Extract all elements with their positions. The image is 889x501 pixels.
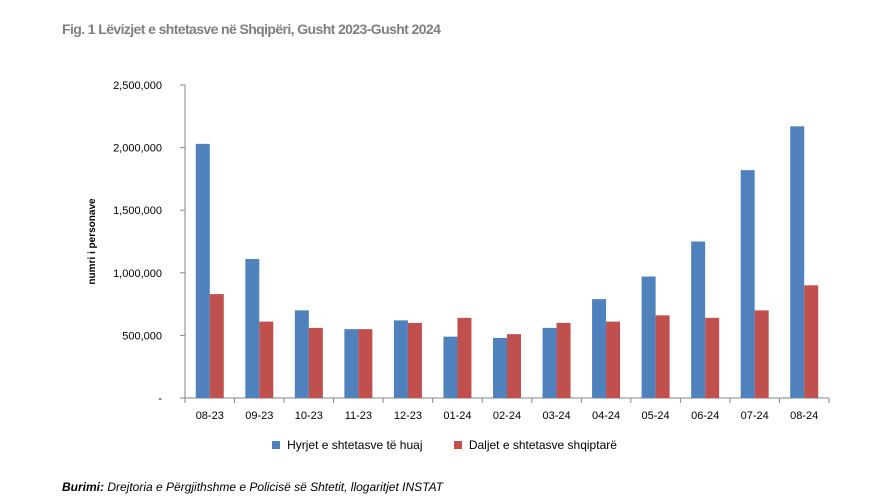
bar-arrivals-12-23 bbox=[393, 320, 408, 398]
legend-item-departures: Daljet e shtetasve shqiptarë bbox=[453, 438, 617, 452]
bar-arrivals-08-23 bbox=[195, 143, 210, 398]
bar-arrivals-04-24 bbox=[592, 299, 607, 398]
bar-departures-06-24 bbox=[705, 317, 720, 398]
bar-arrivals-08-24 bbox=[790, 126, 805, 398]
bar-departures-08-23 bbox=[209, 294, 224, 398]
x-tick-label: 02-24 bbox=[493, 410, 521, 422]
bar-departures-05-24 bbox=[655, 315, 670, 398]
bar-departures-12-23 bbox=[407, 322, 422, 398]
x-tick-label: 08-23 bbox=[196, 410, 224, 422]
bar-departures-02-24 bbox=[507, 334, 521, 398]
x-tick-label: 10-23 bbox=[295, 410, 323, 422]
y-tick-label: 1,500,000 bbox=[113, 205, 162, 217]
x-tick-label: 09-23 bbox=[245, 410, 273, 422]
bar-arrivals-03-24 bbox=[542, 327, 557, 398]
bar-arrivals-05-24 bbox=[641, 276, 656, 398]
y-tick-label: 2,500,000 bbox=[113, 80, 162, 92]
legend-swatch-departures bbox=[453, 441, 462, 449]
y-axis-label: numri i personave bbox=[87, 198, 98, 285]
source-note: Burimi: Drejtoria e Përgjithshme e Polic… bbox=[62, 480, 443, 494]
bar-departures-03-24 bbox=[556, 322, 571, 398]
y-tick-label: 1,000,000 bbox=[113, 268, 162, 280]
x-tick-label: 11-23 bbox=[345, 410, 372, 422]
x-tick-label: 05-24 bbox=[642, 410, 670, 422]
x-tick-label: 01-24 bbox=[443, 410, 471, 422]
bar-departures-11-23 bbox=[358, 329, 373, 398]
bar-arrivals-07-24 bbox=[740, 170, 755, 398]
x-tick-label: 12-23 bbox=[394, 410, 422, 422]
x-tick-label: 06-24 bbox=[691, 410, 719, 422]
y-tick-label: 2,000,000 bbox=[113, 143, 162, 155]
legend: Hyrjet e shtetasve të huaj Daljet e shte… bbox=[0, 438, 889, 452]
source-text: Drejtoria e Përgjithshme e Policisë së S… bbox=[104, 480, 444, 494]
bar-arrivals-10-23 bbox=[294, 310, 309, 398]
legend-label-departures: Daljet e shtetasve shqiptarë bbox=[468, 438, 617, 452]
bar-arrivals-01-24 bbox=[443, 336, 458, 398]
x-tick-label: 07-24 bbox=[741, 410, 769, 422]
bar-arrivals-11-23 bbox=[344, 329, 359, 398]
legend-label-arrivals: Hyrjet e shtetasve të huaj bbox=[287, 438, 423, 452]
bar-departures-09-23 bbox=[259, 321, 274, 398]
bar-chart: - 500,000 1,000,000 1,500,000 2,000,000 2,500… bbox=[87, 80, 830, 422]
x-tick-label: 08-24 bbox=[790, 410, 818, 422]
bar-departures-08-24 bbox=[804, 285, 819, 398]
x-tick-label: 04-24 bbox=[592, 410, 620, 422]
bar-departures-01-24 bbox=[457, 317, 472, 398]
bar-departures-07-24 bbox=[754, 310, 769, 398]
legend-item-arrivals: Hyrjet e shtetasve të huaj bbox=[272, 438, 422, 452]
x-tick-label: 03-24 bbox=[542, 410, 570, 422]
bar-departures-04-24 bbox=[606, 321, 621, 398]
y-tick-label: - bbox=[158, 393, 162, 405]
y-tick-label: 500,000 bbox=[122, 330, 162, 342]
legend-swatch-arrivals bbox=[272, 441, 281, 449]
bar-departures-10-23 bbox=[308, 327, 323, 398]
source-label: Burimi: bbox=[62, 480, 104, 494]
bar-arrivals-02-24 bbox=[493, 337, 507, 398]
figure-title: Fig. 1 Lëvizjet e shtetasve në Shqipëri,… bbox=[62, 21, 441, 37]
bar-arrivals-06-24 bbox=[691, 241, 706, 398]
bar-arrivals-09-23 bbox=[245, 259, 260, 398]
